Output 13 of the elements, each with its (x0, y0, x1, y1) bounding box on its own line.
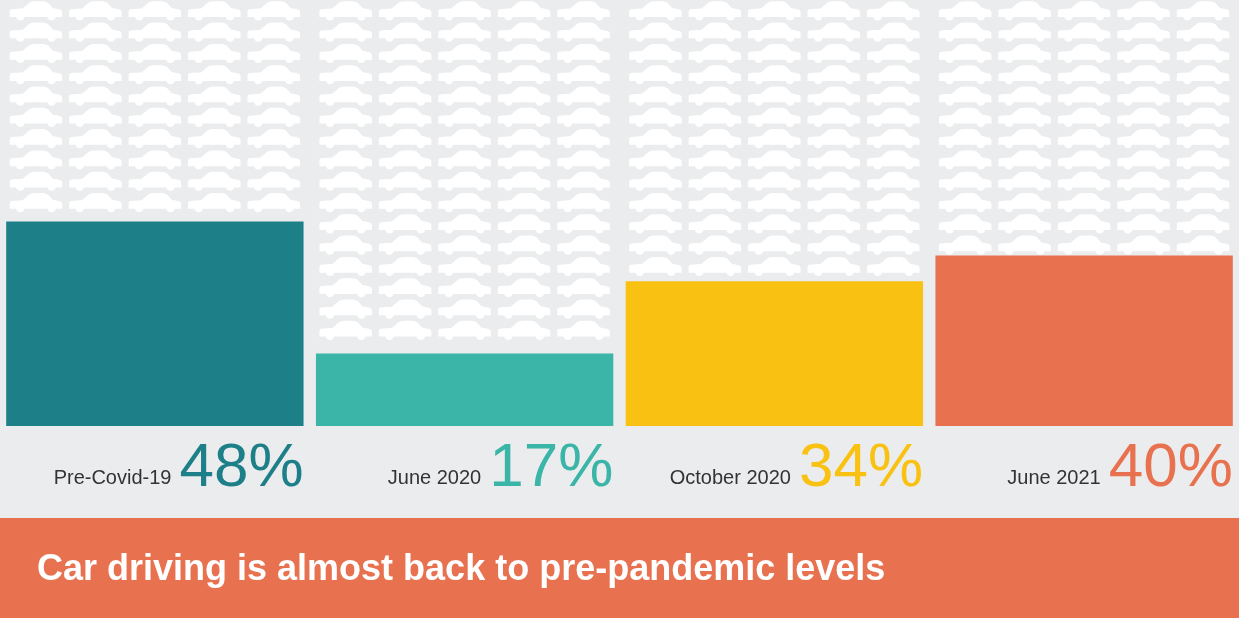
x-tick-label: Pre-Covid-19 (53, 466, 172, 488)
text: Car driving is almost back to pre-pandemic levels (0, 518, 1239, 618)
x-tick-label: October 2020 (669, 466, 791, 488)
bar (935, 255, 1233, 426)
data-label: 40% (1108, 430, 1233, 499)
bar (315, 353, 614, 426)
bar (625, 281, 924, 426)
data-label: 17% (489, 430, 614, 499)
data-label: 48% (179, 430, 304, 499)
x-tick-label: June 2021 (1007, 466, 1101, 488)
bar (6, 221, 304, 426)
data-label: 34% (798, 430, 924, 499)
x-tick-label: June 2020 (387, 466, 482, 488)
